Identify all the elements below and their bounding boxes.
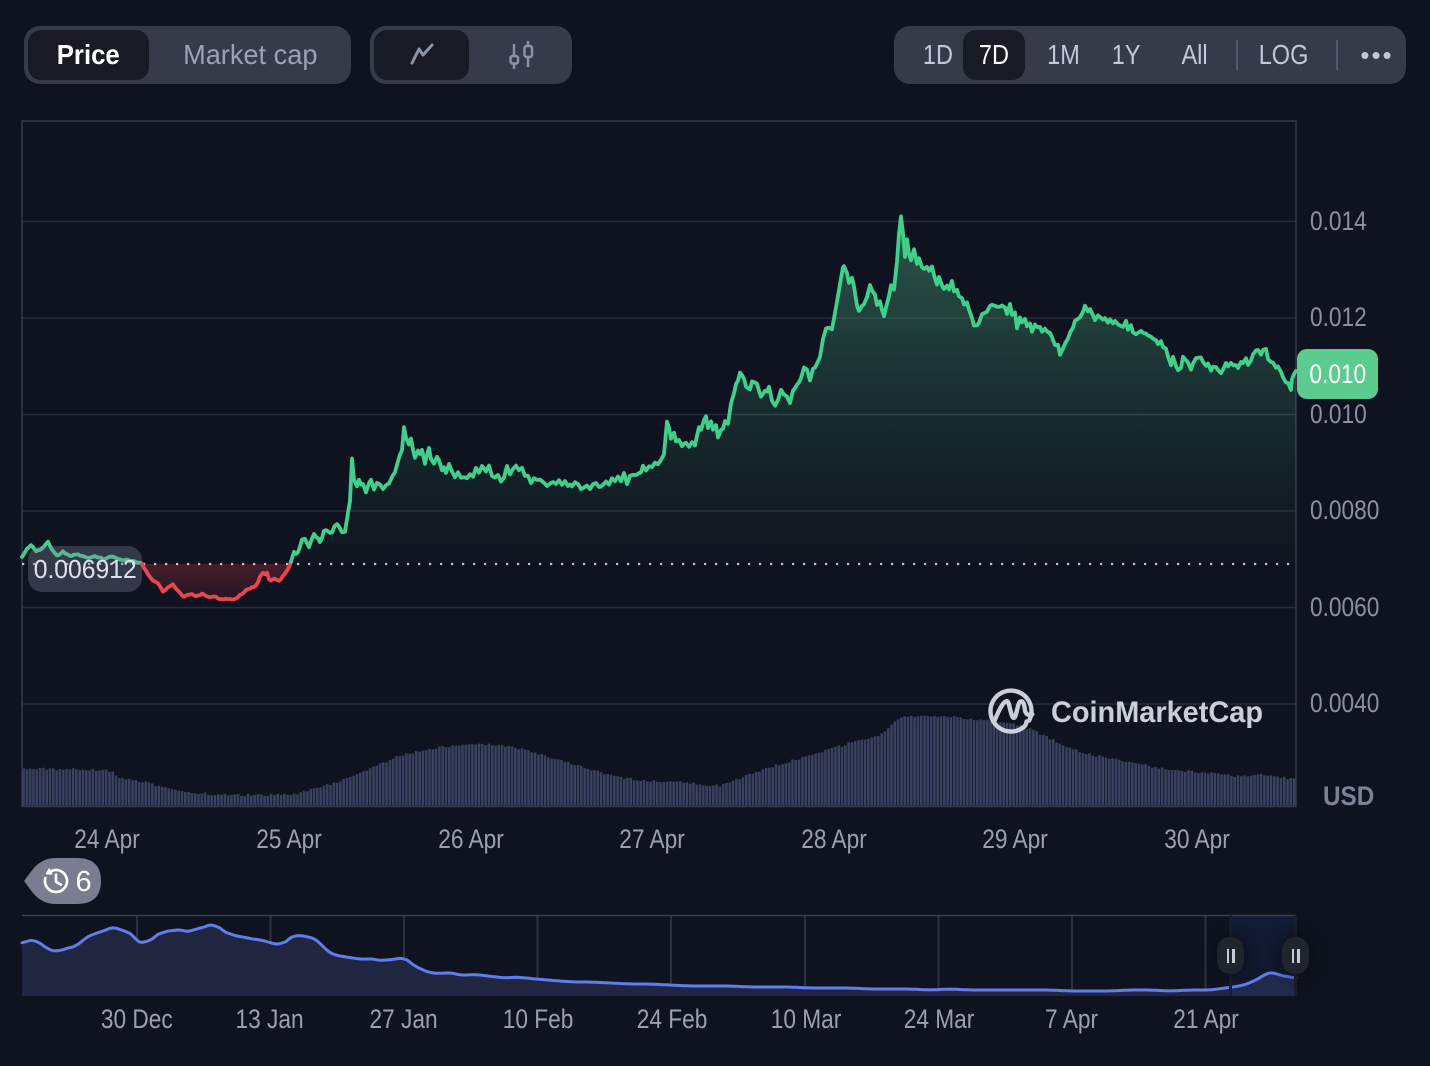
svg-text:6: 6 xyxy=(76,866,92,898)
svg-text:CoinMarketCap: CoinMarketCap xyxy=(1051,696,1263,729)
